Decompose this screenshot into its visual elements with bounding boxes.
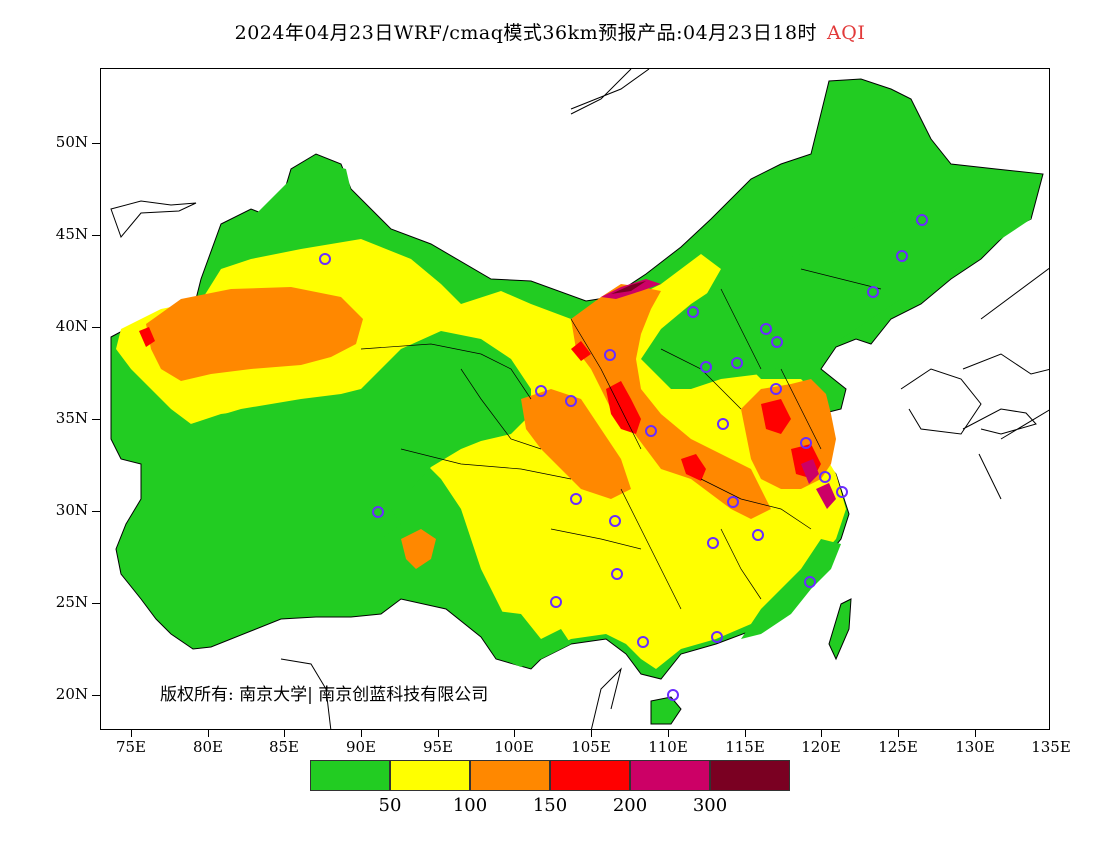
lon-tick [514,730,515,737]
lat-tick [92,603,100,604]
lon-label-105e: 105E [571,738,611,756]
region-green-southeast [741,539,841,639]
region-orange-sichuan [521,389,631,499]
region-red-henan [681,454,706,481]
lat-tick [92,235,100,236]
region-orange-tibet-south [401,529,436,569]
colorbar-label-150: 150 [532,795,568,816]
region-purple-yangtze [816,483,836,509]
lon-tick [284,730,285,737]
colorbar-swatch-2 [390,760,470,791]
lon-label-110e: 110E [648,738,688,756]
colorbar-swatch-5 [630,760,710,791]
region-red-shaanxi [606,381,641,434]
lon-tick [361,730,362,737]
lon-tick [745,730,746,737]
lat-label-30n: 30N [55,501,88,519]
map-frame [100,68,1050,730]
lat-tick [92,419,100,420]
region-red-east-1 [761,399,791,434]
region-orange-central [571,284,771,519]
lon-label-130e: 130E [955,738,995,756]
colorbar-swatch-3 [470,760,550,791]
lat-label-20n: 20N [55,685,88,703]
colorbar-swatch-4 [550,760,630,791]
region-red-gansu [571,341,591,361]
coastline-korea-japan [900,267,1049,500]
region-taiwan [828,598,852,661]
lon-label-80e: 80E [192,738,224,756]
title-text: 2024年04月23日WRF/cmaq模式36km预报产品:04月23日18时 [234,22,818,44]
lon-tick [975,730,976,737]
region-red-xinjiang [139,327,155,347]
lon-tick [668,730,669,737]
lon-label-135e: 135E [1031,738,1071,756]
lon-label-90e: 90E [345,738,377,756]
coastline-caspian [110,200,197,238]
lat-label-25n: 25N [55,593,88,611]
coastline-southeast-asia [280,658,622,729]
lon-label-75e: 75E [115,738,147,756]
colorbar-swatch-6 [710,760,790,791]
lat-tick [92,695,100,696]
lat-tick [92,511,100,512]
region-purple-east [801,459,819,484]
region-darkred-inner-mongolia [611,281,646,294]
lat-label-50n: 50N [55,133,88,151]
colorbar-label-50: 50 [378,795,402,816]
lon-tick [131,730,132,737]
lon-tick [438,730,439,737]
colorbar-label-100: 100 [452,795,488,816]
lon-label-95e: 95E [422,738,454,756]
lon-label-115e: 115E [725,738,765,756]
lon-tick [821,730,822,737]
lon-tick [591,730,592,737]
lat-tick [92,327,100,328]
colorbar-swatch-1 [310,760,390,791]
lon-tick [898,730,899,737]
region-orange-tarim [146,287,363,381]
lon-label-100e: 100E [494,738,534,756]
colorbar-label-300: 300 [692,795,728,816]
lon-label-85e: 85E [268,738,300,756]
region-green-south [481,609,571,667]
region-hainan [650,696,682,725]
colorbar-label-200: 200 [612,795,648,816]
lat-label-45n: 45N [55,225,88,243]
lon-tick [208,730,209,737]
copyright-text: 版权所有: 南京大学| 南京创蓝科技有限公司 [160,685,489,705]
station-markers [319,214,928,701]
region-green-north-ne [641,179,1031,389]
lat-tick [92,143,100,144]
lat-label-35n: 35N [55,409,88,427]
region-green-qinghai-tibet [181,331,531,559]
region-green-dzungaria [251,161,353,247]
coastline-russia [570,69,650,115]
map-title: 2024年04月23日WRF/cmaq模式36km预报产品:04月23日18时 A… [0,18,1100,45]
lat-label-40n: 40N [55,317,88,335]
aqi-map [110,69,1049,729]
lon-label-120e: 120E [801,738,841,756]
lon-label-125e: 125E [878,738,918,756]
title-variable: AQI [827,22,866,44]
